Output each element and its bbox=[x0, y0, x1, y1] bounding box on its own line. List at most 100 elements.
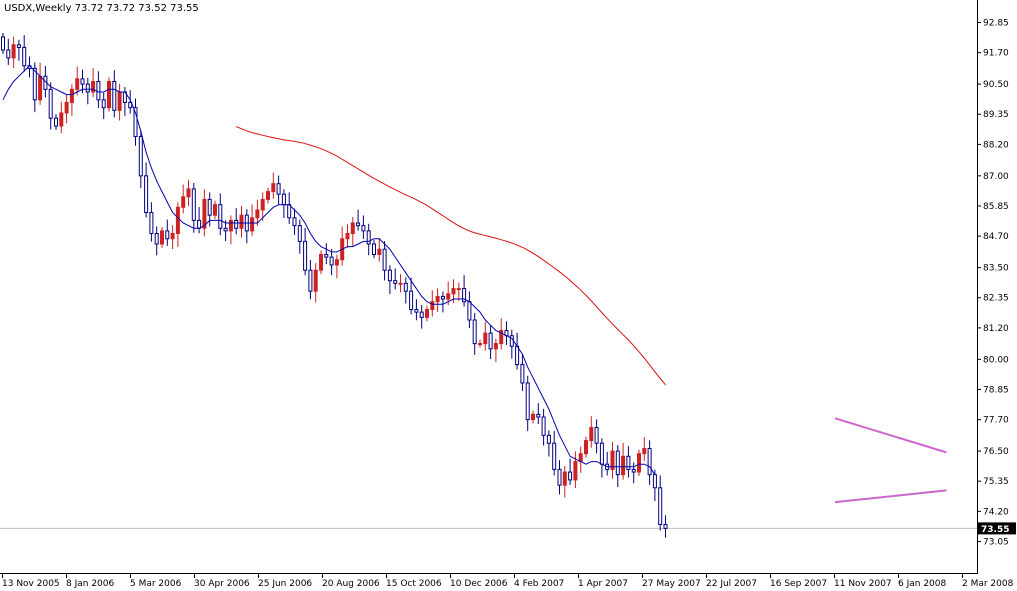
candle-body bbox=[430, 301, 435, 311]
candle-body bbox=[499, 329, 504, 345]
y-tick-label: 82.35 bbox=[983, 294, 1009, 304]
candle-body bbox=[594, 426, 599, 444]
candle-body bbox=[91, 80, 96, 93]
candle bbox=[499, 318, 504, 350]
candle-body bbox=[101, 99, 106, 109]
candle-body bbox=[663, 523, 668, 529]
candle-body bbox=[234, 219, 239, 229]
candle bbox=[54, 114, 58, 130]
candles bbox=[1, 32, 668, 538]
y-tick-label: 75.35 bbox=[983, 477, 1009, 487]
time-axis: 13 Nov 2005 8 Jan 2006 5 Mar 2006 30 Apr 20… bbox=[2, 573, 1014, 589]
candle bbox=[1, 32, 5, 54]
candle bbox=[250, 204, 255, 236]
candle-body bbox=[573, 461, 578, 481]
candle bbox=[175, 202, 180, 247]
candle bbox=[107, 77, 111, 112]
candle bbox=[85, 78, 90, 105]
y-tick-label: 92.85 bbox=[983, 19, 1009, 29]
candle bbox=[637, 449, 641, 476]
candle-body bbox=[6, 49, 11, 59]
candle-body bbox=[584, 440, 588, 455]
x-tick-label: 13 Nov 2005 bbox=[2, 579, 60, 589]
candle bbox=[573, 451, 578, 489]
candle bbox=[191, 182, 196, 233]
candle-body bbox=[186, 188, 191, 198]
candle bbox=[213, 200, 217, 220]
y-tick-label: 88.20 bbox=[983, 140, 1009, 150]
upper-trendline bbox=[834, 417, 947, 454]
candle bbox=[11, 36, 16, 69]
candle bbox=[483, 321, 488, 351]
candle-body bbox=[546, 434, 551, 444]
candle-body bbox=[414, 309, 419, 313]
candle bbox=[398, 274, 403, 293]
overlays bbox=[2, 64, 947, 504]
candle bbox=[329, 248, 334, 276]
candle bbox=[642, 437, 647, 461]
candle-body bbox=[32, 67, 37, 101]
symbol-label: USDX,Weekly bbox=[4, 3, 72, 14]
candle bbox=[626, 446, 631, 478]
candle-body bbox=[165, 230, 170, 240]
candle-body bbox=[631, 468, 636, 473]
candle-body bbox=[456, 288, 461, 291]
candle-body bbox=[488, 332, 493, 350]
candle-body bbox=[266, 191, 270, 200]
candle bbox=[520, 354, 525, 392]
candle bbox=[59, 101, 64, 134]
candle bbox=[382, 241, 387, 281]
candle bbox=[647, 440, 652, 485]
x-tick-label: 1 Apr 2007 bbox=[578, 579, 628, 589]
candle-body bbox=[615, 450, 620, 476]
candle-body bbox=[356, 222, 361, 227]
candle bbox=[472, 312, 477, 355]
candle bbox=[308, 259, 313, 300]
candle bbox=[149, 202, 154, 242]
y-tick-label: 84.70 bbox=[983, 232, 1009, 242]
candle bbox=[387, 265, 392, 295]
candle bbox=[303, 228, 308, 276]
x-tick-label: 11 Nov 2007 bbox=[834, 579, 892, 589]
candle bbox=[531, 410, 535, 424]
candle-body bbox=[281, 193, 286, 206]
candle bbox=[324, 243, 329, 265]
y-tick-label: 77.70 bbox=[983, 416, 1009, 426]
candle-body bbox=[213, 204, 217, 216]
candle-body bbox=[393, 280, 398, 284]
candle bbox=[181, 184, 186, 214]
candle-body bbox=[38, 75, 43, 101]
candle-body bbox=[334, 259, 339, 266]
y-tick-label: 73.05 bbox=[983, 538, 1009, 548]
candle bbox=[430, 290, 435, 317]
candle bbox=[525, 375, 530, 431]
candle bbox=[170, 225, 175, 249]
candle-body bbox=[149, 212, 154, 235]
y-tick-label: 81.20 bbox=[983, 324, 1009, 334]
candle-body bbox=[329, 256, 334, 266]
candle-body bbox=[271, 183, 276, 193]
candle-body bbox=[160, 230, 164, 245]
candle bbox=[562, 466, 567, 498]
y-tick-label: 76.50 bbox=[983, 447, 1009, 457]
candle-body bbox=[361, 225, 366, 232]
y-tick-label: 91.70 bbox=[983, 49, 1009, 59]
candle-body bbox=[493, 343, 498, 350]
candle-body bbox=[398, 282, 403, 285]
candle bbox=[22, 35, 27, 72]
candle bbox=[101, 92, 106, 119]
candle-body bbox=[80, 78, 85, 85]
candle-body bbox=[1, 36, 5, 51]
x-tick-label: 4 Feb 2007 bbox=[514, 579, 564, 589]
candle-body bbox=[462, 288, 467, 303]
x-tick-label: 20 Aug 2006 bbox=[322, 579, 380, 589]
candle bbox=[610, 441, 615, 479]
candle-body bbox=[117, 91, 122, 111]
candle bbox=[425, 305, 429, 322]
candle bbox=[536, 403, 541, 425]
candle-body bbox=[419, 311, 424, 318]
candle bbox=[568, 458, 573, 485]
candle bbox=[552, 430, 557, 476]
candle bbox=[594, 419, 599, 454]
